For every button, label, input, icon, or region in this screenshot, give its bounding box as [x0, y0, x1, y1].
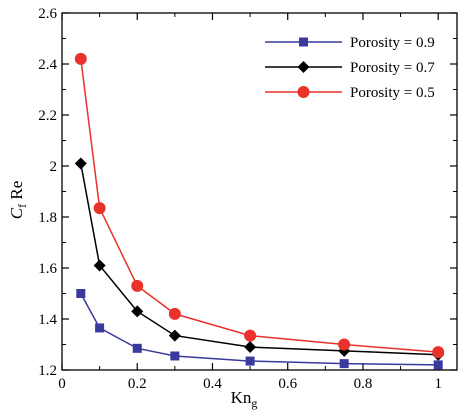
series-layer: [74, 52, 445, 370]
y-tick-label: 2.4: [38, 57, 57, 73]
data-point: [74, 52, 87, 65]
x-tick-label: 0.4: [203, 376, 222, 392]
x-tick-label: 0.8: [354, 376, 373, 392]
y-tick-label: 1.2: [38, 363, 57, 379]
legend: Porosity = 0.9 Porosity = 0.7 Porosity = 0…: [265, 35, 435, 101]
x-tick-label: 0: [58, 376, 66, 392]
x-tick-label: 0.2: [128, 376, 147, 392]
y-axis-title: Cf Re: [7, 181, 29, 219]
data-point: [433, 360, 443, 370]
y-tick-label: 1.4: [38, 312, 57, 328]
data-point: [93, 202, 106, 215]
data-point: [432, 346, 445, 359]
x-tick-label: 1: [434, 376, 442, 392]
y-tick-label: 1.8: [38, 210, 57, 226]
ticks: 0 0.2 0.4 0.6 0.8 1 1.2 1.4 1.6 1.8 2 2.2 2.4 2.6: [38, 6, 457, 392]
data-point: [244, 329, 257, 342]
data-point: [338, 338, 351, 351]
y-tick-label: 1.6: [38, 261, 57, 277]
legend-marker: [297, 61, 310, 73]
data-point: [132, 343, 142, 353]
data-point: [170, 351, 180, 361]
legend-label: Porosity = 0.5: [350, 85, 435, 101]
data-point: [76, 289, 86, 298]
y-tick-label: 2.6: [38, 6, 57, 22]
series-line-2: [80, 163, 439, 356]
data-point: [131, 305, 144, 318]
legend-label: Porosity = 0.9: [350, 35, 435, 51]
x-axis-title: Kng: [231, 388, 258, 410]
data-point: [245, 356, 255, 366]
legend-marker: [297, 86, 310, 98]
legend-label: Porosity = 0.7: [350, 60, 435, 76]
data-point: [74, 157, 87, 170]
data-point: [131, 279, 144, 292]
y-tick-label: 2.2: [38, 108, 57, 124]
data-point: [168, 307, 181, 320]
data-point: [244, 341, 257, 354]
x-tick-label: 0.6: [278, 376, 297, 392]
data-point: [339, 359, 349, 369]
data-point: [95, 323, 105, 333]
data-point: [93, 259, 106, 272]
series-line-1: [80, 293, 439, 366]
y-tick-label: 2: [50, 159, 58, 175]
legend-marker: [299, 37, 308, 47]
data-point: [168, 329, 181, 342]
